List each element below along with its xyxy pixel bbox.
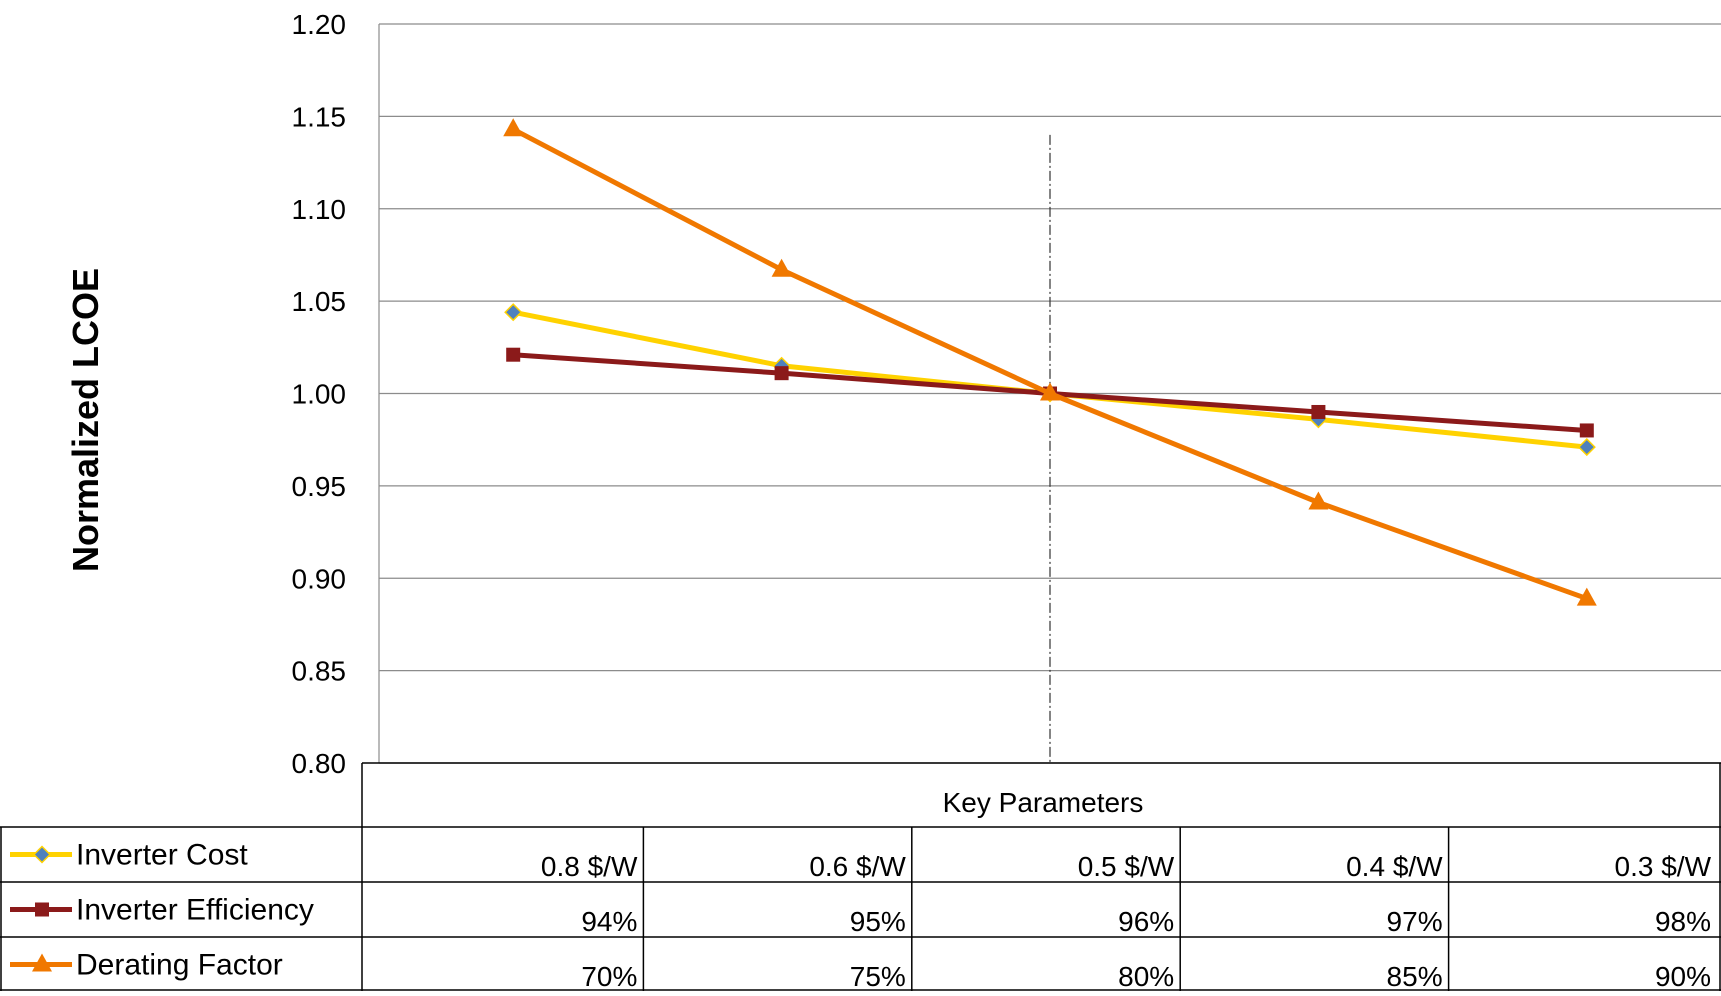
table-cell: 97% bbox=[1387, 906, 1443, 937]
table-cell: 90% bbox=[1655, 961, 1711, 991]
data-point bbox=[503, 118, 524, 137]
table-cell: 0.5 $/W bbox=[1078, 851, 1175, 882]
y-tick-label: 0.85 bbox=[292, 656, 347, 687]
table-cell: 0.4 $/W bbox=[1346, 851, 1443, 882]
y-axis-label: Normalized LCOE bbox=[65, 268, 106, 572]
series-layer bbox=[503, 118, 1597, 606]
y-tick-label: 0.95 bbox=[292, 471, 347, 502]
data-point bbox=[1308, 491, 1329, 510]
table-cell: 85% bbox=[1387, 961, 1443, 991]
data-point bbox=[1577, 438, 1596, 457]
y-tick-label: 1.10 bbox=[292, 194, 347, 225]
legend-entry: Inverter Cost bbox=[10, 839, 248, 872]
y-axis-ticks: 0.80 0.85 0.90 0.95 1.00 1.05 1.10 1.15 1.20 bbox=[292, 9, 347, 779]
table-cell: 95% bbox=[850, 906, 906, 937]
legend-label: Derating Factor bbox=[76, 949, 283, 982]
data-point bbox=[506, 347, 521, 362]
y-tick-label: 0.80 bbox=[292, 748, 347, 779]
legend-label: Inverter Efficiency bbox=[76, 894, 314, 927]
data-point bbox=[504, 303, 523, 322]
table-header: Key Parameters bbox=[943, 787, 1144, 818]
legend-marker bbox=[32, 845, 52, 864]
legend-entry: Inverter Efficiency bbox=[10, 894, 314, 927]
table-cell: 0.8 $/W bbox=[541, 851, 638, 882]
table-cell: 0.3 $/W bbox=[1615, 851, 1712, 882]
y-tick-label: 1.20 bbox=[292, 9, 347, 40]
table-cell: 98% bbox=[1655, 906, 1711, 937]
table-cell: 80% bbox=[1118, 961, 1174, 991]
legend-label: Inverter Cost bbox=[76, 839, 248, 872]
table-cell: 96% bbox=[1118, 906, 1174, 937]
series-derating-factor bbox=[503, 118, 1597, 606]
data-table: Key Parameters Inverter Cost 0.8 $/W 0.6 $… bbox=[0, 762, 1721, 992]
legend-entry: Derating Factor bbox=[10, 949, 283, 982]
table-cell: 0.6 $/W bbox=[809, 851, 906, 882]
data-point bbox=[1576, 587, 1597, 606]
y-tick-label: 1.15 bbox=[292, 101, 347, 132]
data-point bbox=[1311, 404, 1326, 419]
y-tick-label: 1.05 bbox=[292, 286, 347, 317]
data-point bbox=[774, 366, 789, 381]
y-tick-label: 0.90 bbox=[292, 563, 347, 594]
data-point bbox=[771, 258, 792, 277]
legend-marker bbox=[35, 902, 49, 917]
legend-marker bbox=[32, 953, 52, 972]
table-cell: 75% bbox=[850, 961, 906, 991]
data-point bbox=[1040, 382, 1060, 401]
table-cell: 70% bbox=[581, 961, 637, 991]
y-tick-label: 1.00 bbox=[292, 379, 347, 410]
data-point bbox=[1579, 423, 1594, 438]
table-cell: 94% bbox=[581, 906, 637, 937]
